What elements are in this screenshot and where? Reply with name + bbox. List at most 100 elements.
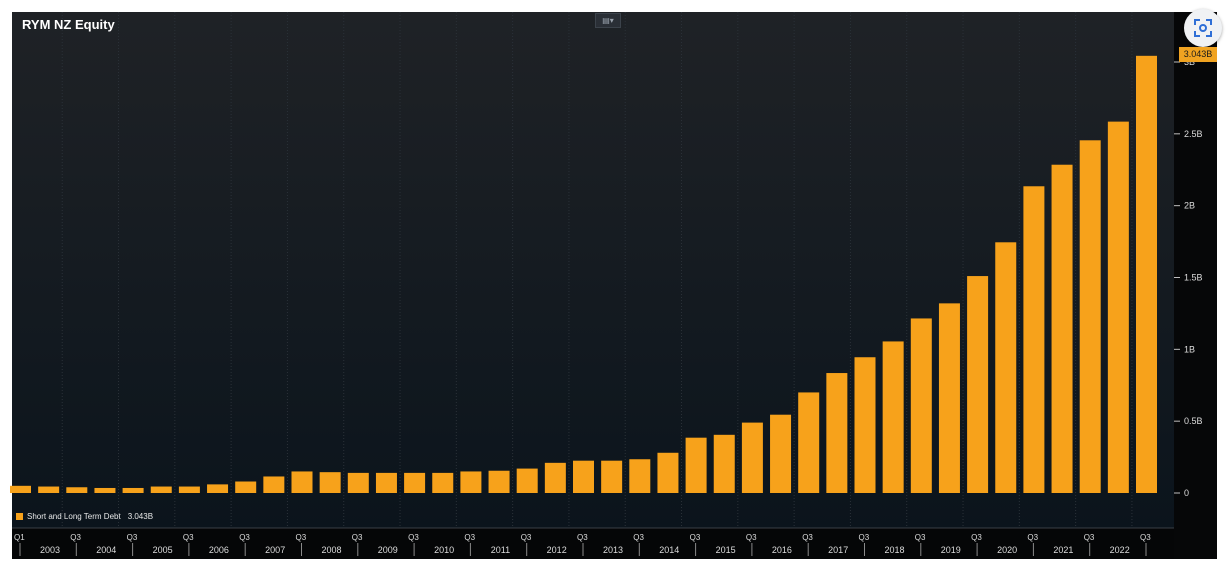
dropdown-arrow-icon: ▾ xyxy=(609,16,614,25)
bar xyxy=(375,472,397,493)
bar xyxy=(263,476,285,493)
bar xyxy=(404,472,426,493)
x-year-label: 2006 xyxy=(209,545,229,555)
bar xyxy=(544,462,566,493)
bar xyxy=(995,242,1017,493)
x-year-label: 2014 xyxy=(659,545,679,555)
x-year-label: 2012 xyxy=(547,545,567,555)
bar xyxy=(601,460,623,493)
chart-type-menu-button[interactable]: ▤▾ xyxy=(595,13,621,28)
bar xyxy=(38,486,60,493)
bar xyxy=(291,471,313,493)
bar xyxy=(1079,140,1101,493)
bar xyxy=(460,471,482,493)
bar xyxy=(235,481,257,493)
last-value-tag: 3.043B xyxy=(1179,47,1217,62)
x-year-label: 2009 xyxy=(378,545,398,555)
x-axis: Q1 Q3 Q3 Q3 Q3 Q3 Q3 Q3 Q3 Q3 Q3 Q3 Q3 Q3 Q3 Q3 Q3 Q3 Q3 Q3… xyxy=(14,533,1151,556)
y-tick-label: 0.5B xyxy=(1184,416,1203,426)
x-quarter-label: Q3 xyxy=(971,533,982,542)
x-quarter-label: Q3 xyxy=(464,533,475,542)
axis-strip-background xyxy=(12,528,1174,559)
bar xyxy=(207,484,229,493)
legend: Short and Long Term Debt 3.043B xyxy=(16,512,153,521)
bar xyxy=(741,422,763,493)
legend-label: Short and Long Term Debt xyxy=(27,512,121,521)
x-quarter-label: Q3 xyxy=(690,533,701,542)
x-quarter-label: Q3 xyxy=(127,533,138,542)
x-year-label: 2016 xyxy=(772,545,792,555)
x-quarter-label: Q3 xyxy=(352,533,363,542)
chart-title: RYM NZ Equity xyxy=(22,17,115,32)
bar xyxy=(432,472,454,493)
bar xyxy=(1023,186,1045,493)
lens-icon xyxy=(1194,19,1212,37)
x-year-label: 2008 xyxy=(321,545,341,555)
x-quarter-label: Q3 xyxy=(408,533,419,542)
bar xyxy=(854,357,876,493)
x-quarter-label: Q3 xyxy=(915,533,926,542)
x-year-label: 2020 xyxy=(997,545,1017,555)
bar xyxy=(66,487,88,493)
grid-layer xyxy=(61,12,1133,528)
x-quarter-label: Q3 xyxy=(633,533,644,542)
x-year-label: 2019 xyxy=(941,545,961,555)
legend-swatch xyxy=(16,513,23,520)
bar xyxy=(798,392,820,493)
chart-icon: ▤ xyxy=(602,16,610,25)
y-axis: 0 0.5B 1B 1.5B 2B 2.5B 3B xyxy=(1174,57,1203,498)
right-axis-background xyxy=(1174,12,1217,559)
bar xyxy=(770,414,792,493)
x-quarter-label: Q3 xyxy=(70,533,81,542)
bar xyxy=(629,459,651,493)
x-year-label: 2003 xyxy=(40,545,60,555)
legend-value: 3.043B xyxy=(127,512,154,521)
bar xyxy=(319,472,341,493)
bar xyxy=(488,470,510,493)
bar xyxy=(10,485,31,493)
x-year-label: 2018 xyxy=(884,545,904,555)
x-year-label: 2010 xyxy=(434,545,454,555)
bar xyxy=(94,487,116,493)
visual-search-button[interactable] xyxy=(1184,9,1222,47)
bar xyxy=(573,460,594,493)
x-quarter-label: Q3 xyxy=(296,533,307,542)
x-year-label: 2022 xyxy=(1110,545,1130,555)
x-year-label: 2005 xyxy=(153,545,173,555)
bar xyxy=(967,276,989,493)
bar xyxy=(1107,121,1129,493)
bar xyxy=(347,472,369,493)
x-year-label: 2017 xyxy=(828,545,848,555)
y-tick-label: 2B xyxy=(1184,201,1195,211)
x-year-label: 2004 xyxy=(96,545,116,555)
x-year-label: 2021 xyxy=(1053,545,1073,555)
bar xyxy=(882,341,904,493)
bar xyxy=(178,486,200,493)
x-quarter-label: Q3 xyxy=(1140,533,1151,542)
x-quarter-label: Q3 xyxy=(802,533,813,542)
x-quarter-label: Q1 xyxy=(14,533,25,542)
bar xyxy=(685,437,707,493)
bar xyxy=(826,373,848,493)
x-quarter-label: Q3 xyxy=(521,533,532,542)
x-quarter-label: Q3 xyxy=(577,533,588,542)
x-quarter-label: Q3 xyxy=(746,533,757,542)
x-quarter-label: Q3 xyxy=(1084,533,1095,542)
bar xyxy=(122,487,144,493)
y-tick-label: 0 xyxy=(1184,488,1189,498)
bar xyxy=(910,318,932,493)
bar xyxy=(713,434,735,493)
bar xyxy=(150,486,172,493)
bar xyxy=(938,303,960,493)
x-quarter-label: Q3 xyxy=(859,533,870,542)
bars-layer xyxy=(10,55,1157,494)
bar xyxy=(1136,55,1157,494)
x-year-label: 2007 xyxy=(265,545,285,555)
x-year-label: 2015 xyxy=(716,545,736,555)
bar xyxy=(516,468,538,493)
y-tick-label: 3B xyxy=(1184,57,1195,67)
y-tick-label: 1.5B xyxy=(1184,273,1203,283)
y-tick-label: 1B xyxy=(1184,344,1195,354)
